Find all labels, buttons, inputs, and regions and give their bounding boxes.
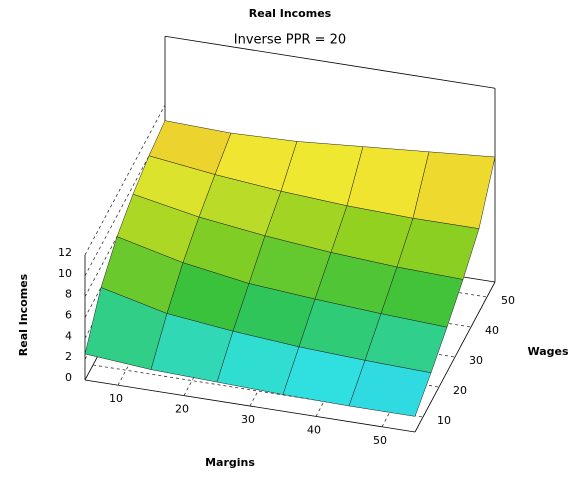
- grid-line: [84, 125, 166, 277]
- y-tick-label: 50: [501, 294, 515, 307]
- grid-line: [84, 104, 166, 256]
- z-tick-label: 4: [65, 329, 72, 342]
- z-tick-label: 0: [65, 371, 72, 384]
- y-tick-label: 30: [469, 354, 483, 367]
- x-tick-label: 30: [241, 413, 255, 426]
- z-axis-label: Real Incomes: [17, 273, 30, 356]
- surface-cell: [348, 360, 432, 417]
- z-tick-label: 2: [65, 350, 72, 363]
- z-tick-label: 12: [58, 246, 72, 259]
- box-edge: [414, 281, 496, 433]
- box-edge: [164, 35, 496, 89]
- chart-subtitle: Inverse PPR = 20: [234, 33, 346, 48]
- x-tick-label: 40: [307, 423, 321, 436]
- z-tick-label: 10: [58, 267, 72, 280]
- x-tick-label: 10: [109, 392, 123, 405]
- y-tick-label: 40: [485, 324, 499, 337]
- z-tick-label: 6: [65, 309, 72, 322]
- chart-title: Real Incomes: [249, 7, 332, 20]
- x-tick-label: 20: [175, 403, 189, 416]
- x-tick-label: 50: [373, 434, 387, 447]
- y-axis-label: Wages: [527, 345, 568, 358]
- z-tick-label: 8: [65, 288, 72, 301]
- y-tick-label: 10: [437, 414, 451, 427]
- y-tick-label: 20: [453, 384, 467, 397]
- x-axis-label: Margins: [205, 456, 255, 469]
